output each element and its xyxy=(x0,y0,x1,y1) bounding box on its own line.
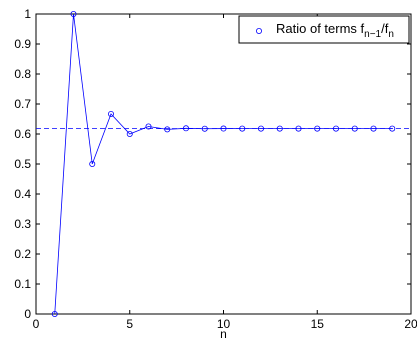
data-point-6 xyxy=(164,126,171,133)
legend-entry: Ratio of terms fn−1/fn xyxy=(276,21,394,40)
data-point-17 xyxy=(370,125,377,132)
data-point-12 xyxy=(276,125,283,132)
legend-mid: /f xyxy=(381,21,389,36)
y-tick-label-0: 0 xyxy=(24,307,31,321)
x-tick-label-2: 10 xyxy=(217,317,231,331)
x-tick-label-1: 5 xyxy=(126,317,133,331)
y-tick-label-1: 0.1 xyxy=(14,277,31,291)
series-line xyxy=(54,13,393,315)
y-tick-label-8: 0.8 xyxy=(14,67,31,81)
axis-ticks: 0 5 10 15 20 0 0.1 0.2 0.3 0.4 0.5 0.6 0.7 0.8 0.9 1 xyxy=(14,7,417,331)
data-point-18 xyxy=(389,125,396,132)
legend-marker-circle xyxy=(255,27,262,34)
legend: Ratio of terms fn−1/fn xyxy=(238,15,410,44)
data-point-1 xyxy=(70,10,77,17)
y-tick-label-3: 0.3 xyxy=(14,217,31,231)
x-tick-label-3: 15 xyxy=(311,317,325,331)
y-tick-label-5: 0.5 xyxy=(14,157,31,171)
legend-prefix: Ratio of terms f xyxy=(276,21,365,36)
x-tick-label-0: 0 xyxy=(33,317,40,331)
x-tick-label-4: 20 xyxy=(404,317,417,331)
data-point-0 xyxy=(51,310,58,317)
data-point-9 xyxy=(220,125,227,132)
y-tick-label-7: 0.7 xyxy=(14,97,31,111)
plot-area xyxy=(35,13,412,315)
data-point-15 xyxy=(332,125,339,132)
x-axis-label: n xyxy=(220,327,227,341)
legend-sub2: n xyxy=(388,29,394,40)
legend-sub1: n−1 xyxy=(364,29,381,40)
series-markers xyxy=(51,10,396,317)
data-point-7 xyxy=(182,125,189,132)
data-point-13 xyxy=(295,125,302,132)
data-point-8 xyxy=(201,125,208,132)
data-point-2 xyxy=(89,160,96,167)
data-point-3 xyxy=(108,110,115,117)
data-point-10 xyxy=(239,125,246,132)
data-point-5 xyxy=(145,123,152,130)
legend-box xyxy=(238,15,410,44)
y-tick-label-9: 0.9 xyxy=(14,37,31,51)
data-point-14 xyxy=(314,125,321,132)
data-point-11 xyxy=(257,125,264,132)
y-tick-label-10: 1 xyxy=(24,7,31,21)
y-tick-label-4: 0.4 xyxy=(14,187,31,201)
y-tick-label-6: 0.6 xyxy=(14,127,31,141)
data-point-4 xyxy=(126,130,133,137)
y-tick-label-2: 0.2 xyxy=(14,247,31,261)
data-point-16 xyxy=(351,125,358,132)
